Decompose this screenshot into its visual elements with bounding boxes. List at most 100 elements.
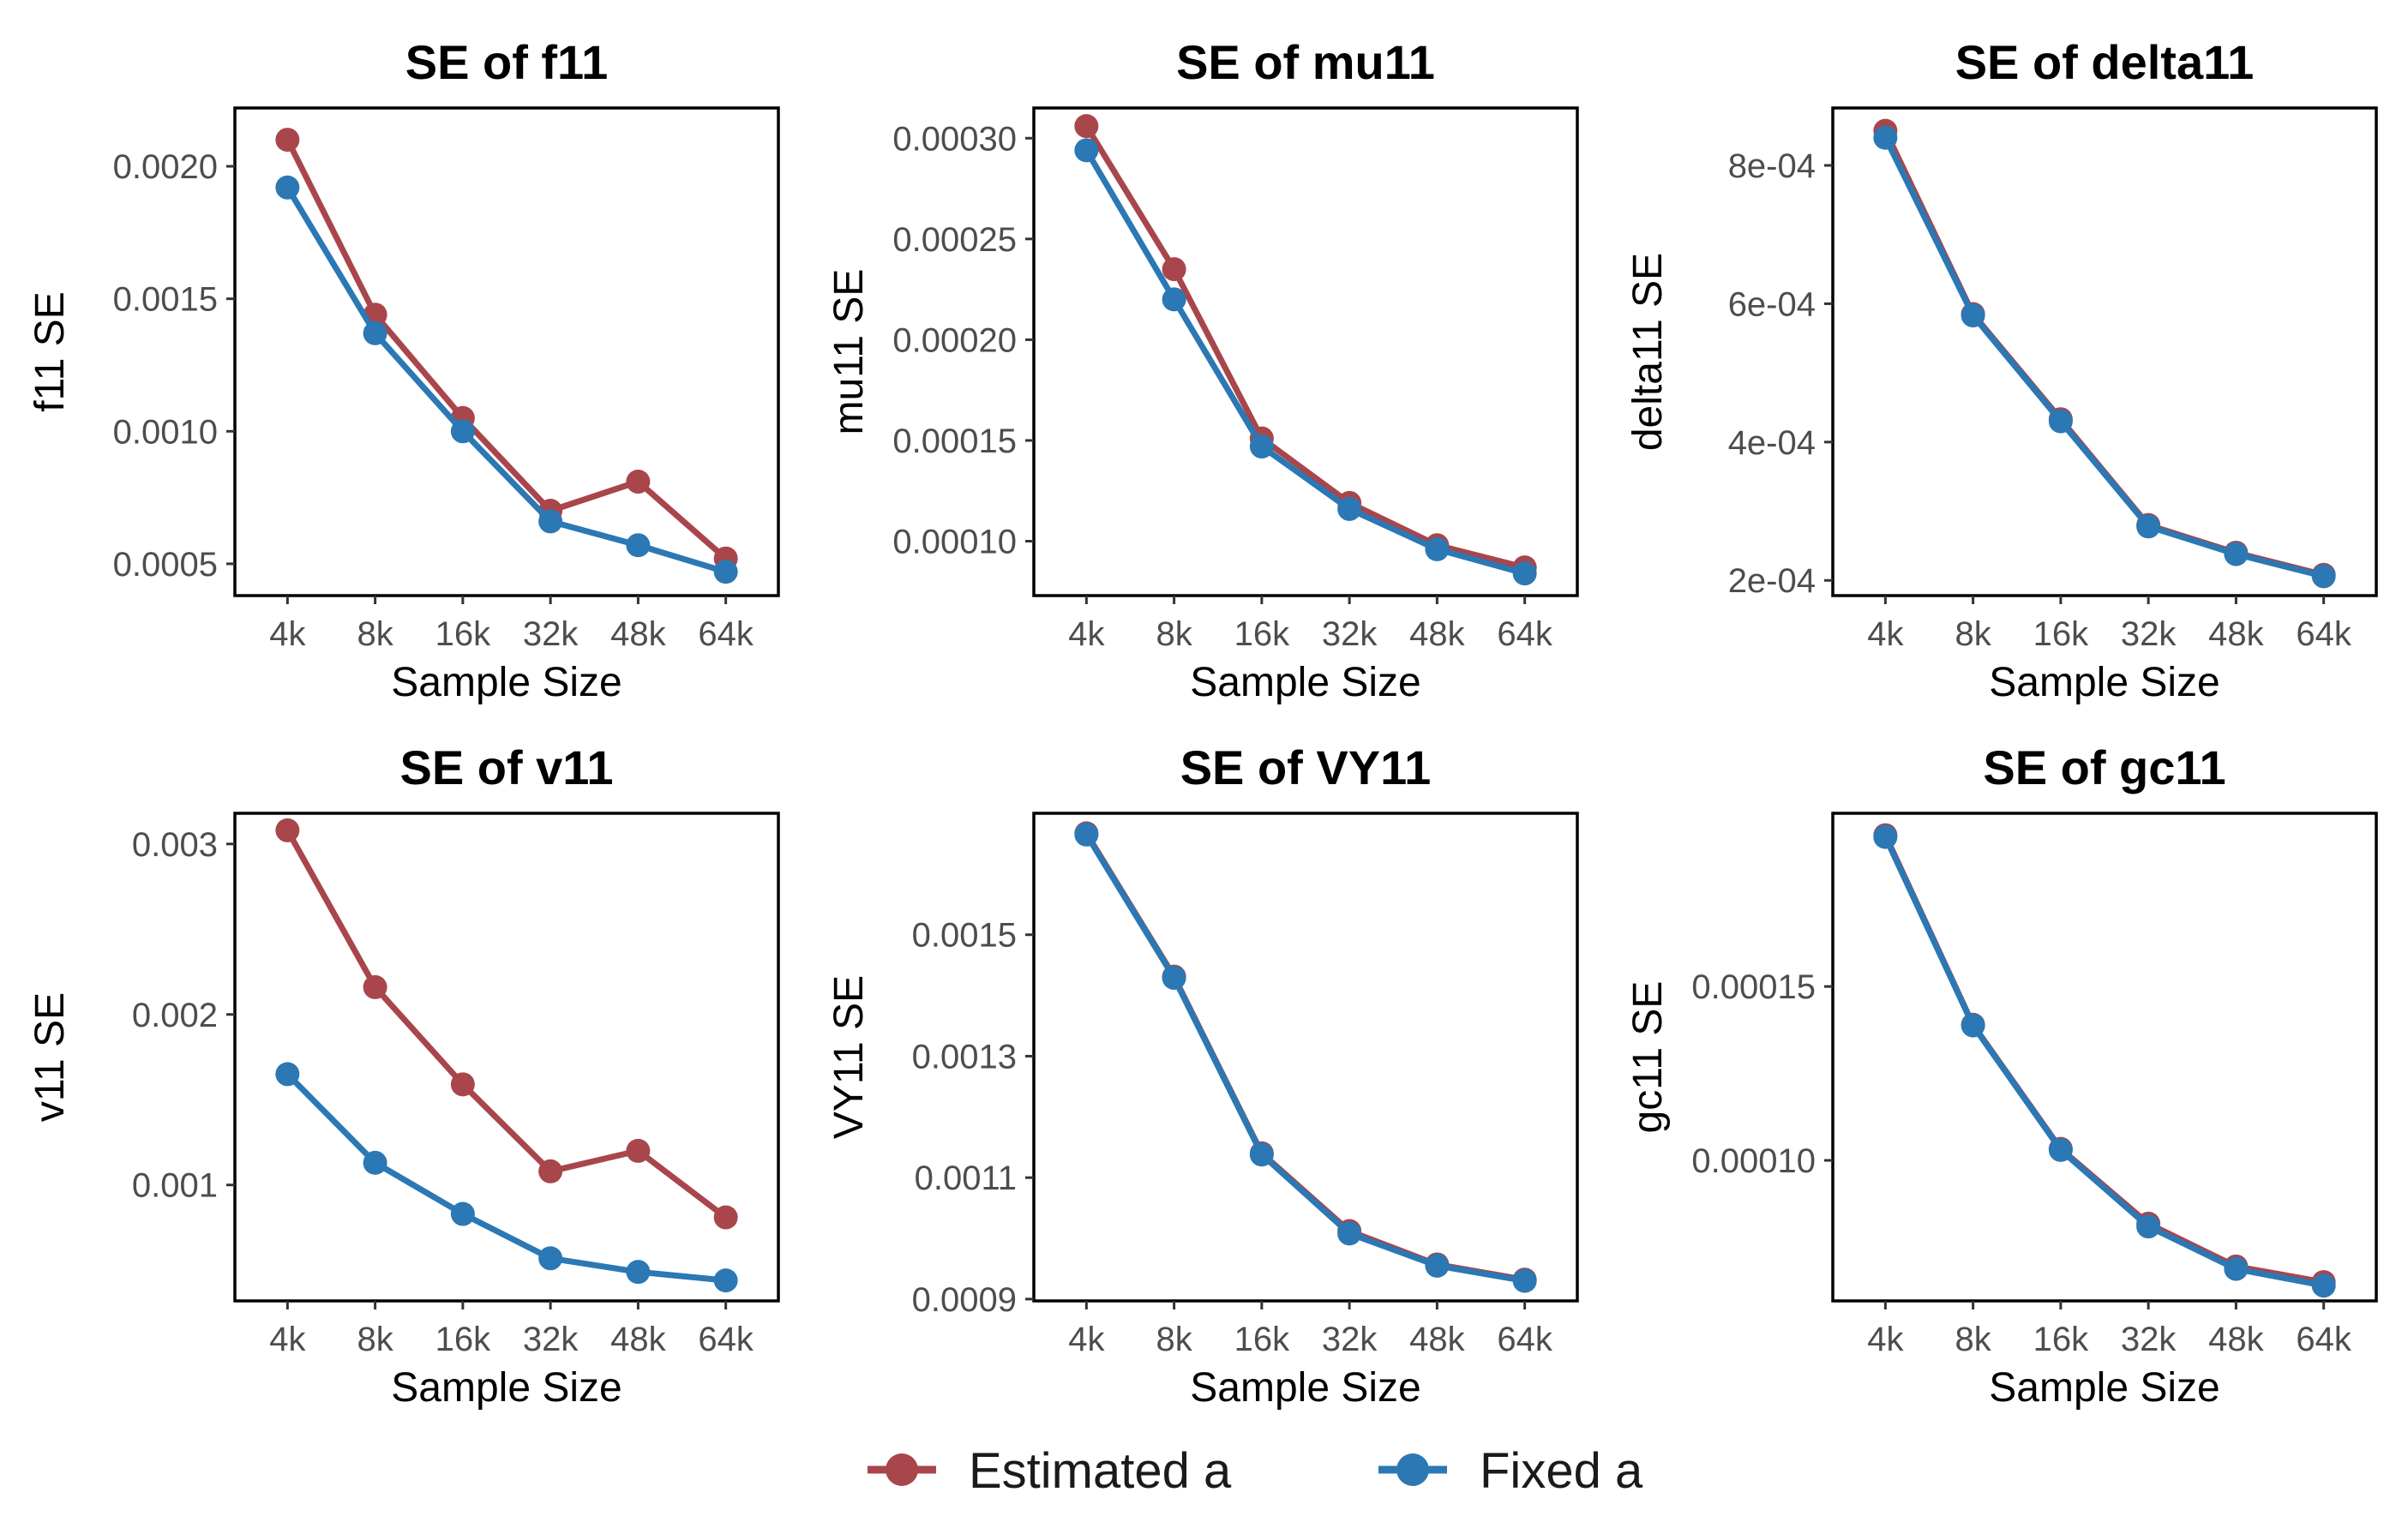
data-point-fixed (2136, 514, 2161, 539)
x-tick-label: 48k (610, 615, 666, 653)
legend-label: Fixed a (1480, 1443, 1643, 1499)
series-line-estimated (1083, 830, 1528, 1283)
y-tick-label: 0.003 (132, 826, 218, 864)
x-axis-title: Sample Size (391, 1365, 622, 1411)
panel-1: SE of f11 0.0005 0.0010 0.0015 0.0020 4k 8k 16k… (27, 35, 780, 705)
y-tick-label: 6e-04 (1728, 285, 1816, 323)
y-tick-label: 0.0013 (912, 1038, 1017, 1076)
data-point-fixed (1337, 496, 1362, 521)
panel-title: SE of mu11 (1176, 35, 1435, 89)
data-point-fixed (275, 1062, 300, 1087)
x-tick-label: 4k (1867, 615, 1904, 653)
data-point-estimated (626, 470, 651, 494)
data-point-fixed (1873, 125, 1898, 150)
data-point-estimated (713, 1205, 738, 1230)
data-point-fixed (1961, 1013, 1985, 1038)
x-axis-title: Sample Size (1989, 1365, 2219, 1411)
x-tick-label: 64k (698, 1321, 754, 1358)
data-point-estimated (275, 818, 300, 842)
data-point-fixed (1425, 1253, 1450, 1278)
series-line-estimated (284, 136, 730, 562)
x-tick-label: 32k (2121, 1321, 2177, 1358)
y-tick-label: 0.00015 (892, 422, 1017, 460)
y-tick-label: 0.00025 (892, 221, 1017, 259)
series-line-fixed (284, 184, 730, 575)
x-tick-label: 48k (610, 1321, 666, 1358)
x-tick-label: 16k (435, 1321, 491, 1358)
x-tick-label: 16k (1234, 615, 1290, 653)
data-point-fixed (363, 321, 387, 345)
panel-title: SE of delta11 (1955, 35, 2255, 89)
data-point-fixed (1425, 536, 1450, 561)
data-point-estimated (1162, 257, 1186, 282)
x-axis-title: Sample Size (1989, 660, 2219, 705)
x-tick-label: 8k (357, 1321, 393, 1358)
x-tick-label: 32k (1322, 1321, 1378, 1358)
series-line-estimated (284, 827, 730, 1220)
y-tick-label: 0.00010 (1691, 1142, 1816, 1180)
data-point-estimated (1074, 114, 1099, 139)
data-point-fixed (538, 509, 563, 534)
x-tick-label: 16k (2033, 615, 2089, 653)
x-tick-label: 4k (1068, 615, 1105, 653)
series-line-estimated (1882, 832, 2327, 1285)
panel-title: SE of f11 (405, 35, 609, 89)
panel-2: SE of mu11 0.00010 0.00015 0.00020 0.00025 0.… (826, 35, 1579, 705)
plot-frame (233, 812, 780, 1303)
x-tick-label: 64k (1497, 1321, 1552, 1358)
series-line-fixed (1882, 135, 2327, 579)
y-tick-label: 0.0015 (113, 281, 218, 319)
data-point-fixed (1074, 138, 1099, 163)
y-tick-label: 0.0009 (912, 1281, 1017, 1319)
data-point-fixed (2048, 409, 2073, 434)
data-point-fixed (363, 1150, 387, 1175)
x-axis-title: Sample Size (1190, 1365, 1420, 1411)
x-tick-label: 32k (523, 1321, 579, 1358)
x-tick-label: 8k (1156, 615, 1192, 653)
data-point-fixed (450, 419, 475, 444)
plot-frame (233, 106, 780, 597)
x-tick-label: 32k (2121, 615, 2177, 653)
x-tick-label: 16k (2033, 1321, 2089, 1358)
y-tick-label: 0.001 (132, 1167, 218, 1205)
data-point-fixed (1512, 561, 1537, 586)
series-line-estimated (1083, 123, 1528, 571)
x-tick-label: 64k (2296, 615, 2351, 653)
data-point-fixed (1873, 824, 1898, 849)
legend-label: Estimated a (969, 1443, 1232, 1499)
x-tick-label: 48k (1409, 1321, 1465, 1358)
panel-6: SE of gc11 0.00010 0.00015 4k 8k 16k 32k 48k 64k… (1625, 740, 2378, 1411)
data-point-fixed (1961, 303, 1985, 328)
y-tick-label: 4e-04 (1728, 424, 1816, 462)
data-point-estimated (450, 1072, 475, 1097)
data-point-fixed (713, 1268, 738, 1293)
series-line-fixed (1083, 147, 1528, 577)
y-tick-label: 0.00020 (892, 321, 1017, 359)
data-point-fixed (1512, 1268, 1537, 1293)
data-point-fixed (2224, 542, 2249, 566)
y-axis-title: gc11 SE (1625, 981, 1671, 1134)
series-line-fixed (284, 1070, 730, 1284)
panel-3: SE of delta11 2e-04 4e-04 6e-04 8e-04 4k 8k 16k… (1625, 35, 2378, 705)
data-point-fixed (626, 1260, 651, 1285)
legend-key-point (1396, 1453, 1429, 1486)
x-tick-label: 8k (1156, 1321, 1192, 1358)
x-tick-label: 48k (2208, 615, 2264, 653)
y-tick-label: 0.0020 (113, 148, 218, 186)
data-point-fixed (2311, 1273, 2336, 1298)
x-tick-label: 32k (1322, 615, 1378, 653)
data-point-fixed (1162, 966, 1186, 991)
legend: Estimated a Fixed a (868, 1443, 1643, 1499)
y-axis-title: v11 SE (27, 992, 73, 1122)
data-point-estimated (363, 974, 387, 999)
panel-5: SE of VY11 0.0009 0.0011 0.0013 0.0015 4k 8k 16… (826, 740, 1579, 1411)
x-tick-label: 8k (1955, 1321, 1991, 1358)
x-axis-title: Sample Size (391, 660, 622, 705)
y-tick-label: 8e-04 (1728, 147, 1816, 185)
y-tick-label: 0.0010 (113, 413, 218, 451)
data-point-fixed (2224, 1256, 2249, 1281)
y-tick-label: 0.002 (132, 997, 218, 1034)
y-tick-label: 2e-04 (1728, 562, 1816, 600)
series-line-estimated (1882, 128, 2327, 578)
x-tick-label: 64k (1497, 615, 1552, 653)
